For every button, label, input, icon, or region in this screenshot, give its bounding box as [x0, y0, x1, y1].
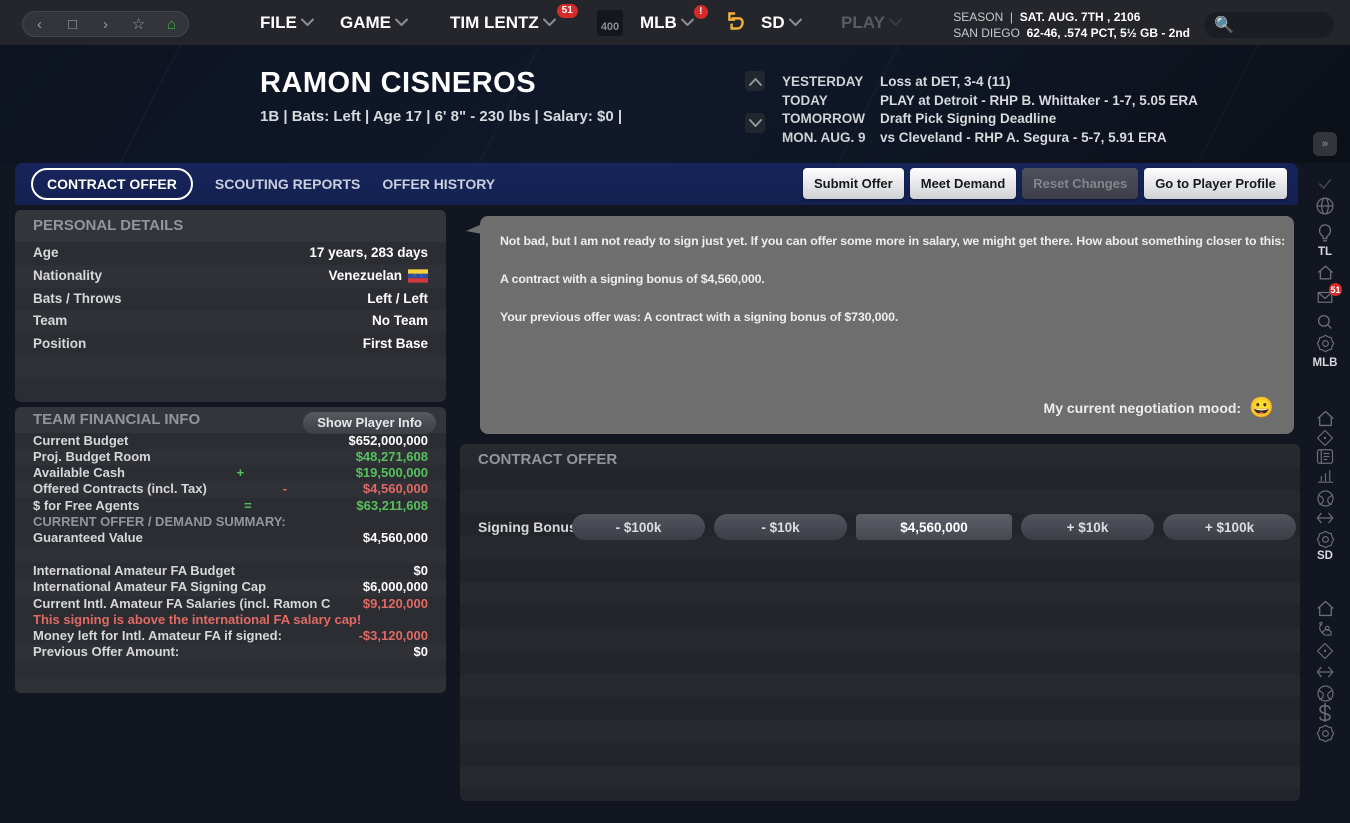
svg-text:400: 400 — [601, 21, 619, 33]
